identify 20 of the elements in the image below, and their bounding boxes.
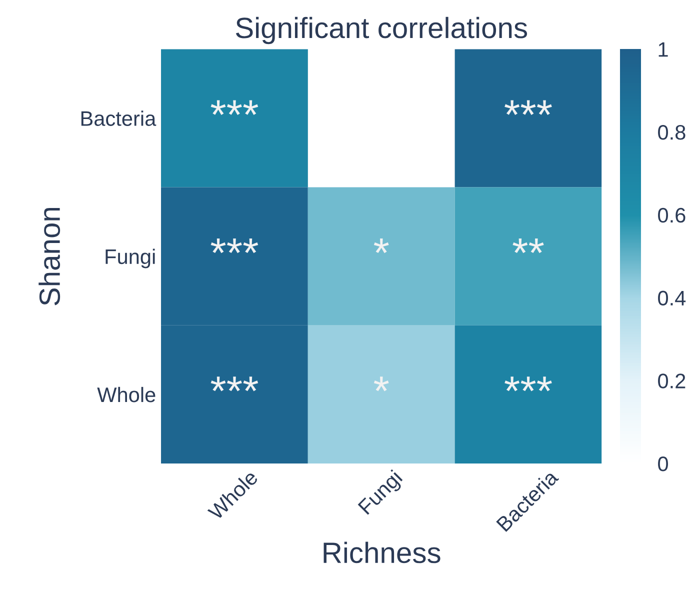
color-bar-label: 1 <box>658 42 668 57</box>
data-label: *** <box>504 376 552 392</box>
y-tick-label: Bacteria <box>81 110 156 126</box>
data-label: *** <box>210 238 258 254</box>
y-tick-label: Whole <box>97 386 156 402</box>
data-label: * <box>374 238 389 254</box>
y-tick-label: Fungi <box>106 248 155 268</box>
color-bar-label: 0.4 <box>658 290 686 306</box>
data-label: *** <box>504 100 552 115</box>
color-bar-label: 0.6 <box>658 208 686 223</box>
chart-title: Significant correlations <box>236 16 528 44</box>
data-label: *** <box>210 100 258 115</box>
data-label: *** <box>210 376 258 392</box>
color-bar-label: 0.2 <box>658 374 686 388</box>
data-label: ** <box>512 238 544 254</box>
color-bar-label: 0.8 <box>658 125 686 140</box>
color-bar-label: 0 <box>658 456 668 472</box>
x-axis-title: Richness <box>324 542 440 564</box>
y-axis-title: Shanon <box>38 208 60 306</box>
data-label: * <box>374 376 389 392</box>
